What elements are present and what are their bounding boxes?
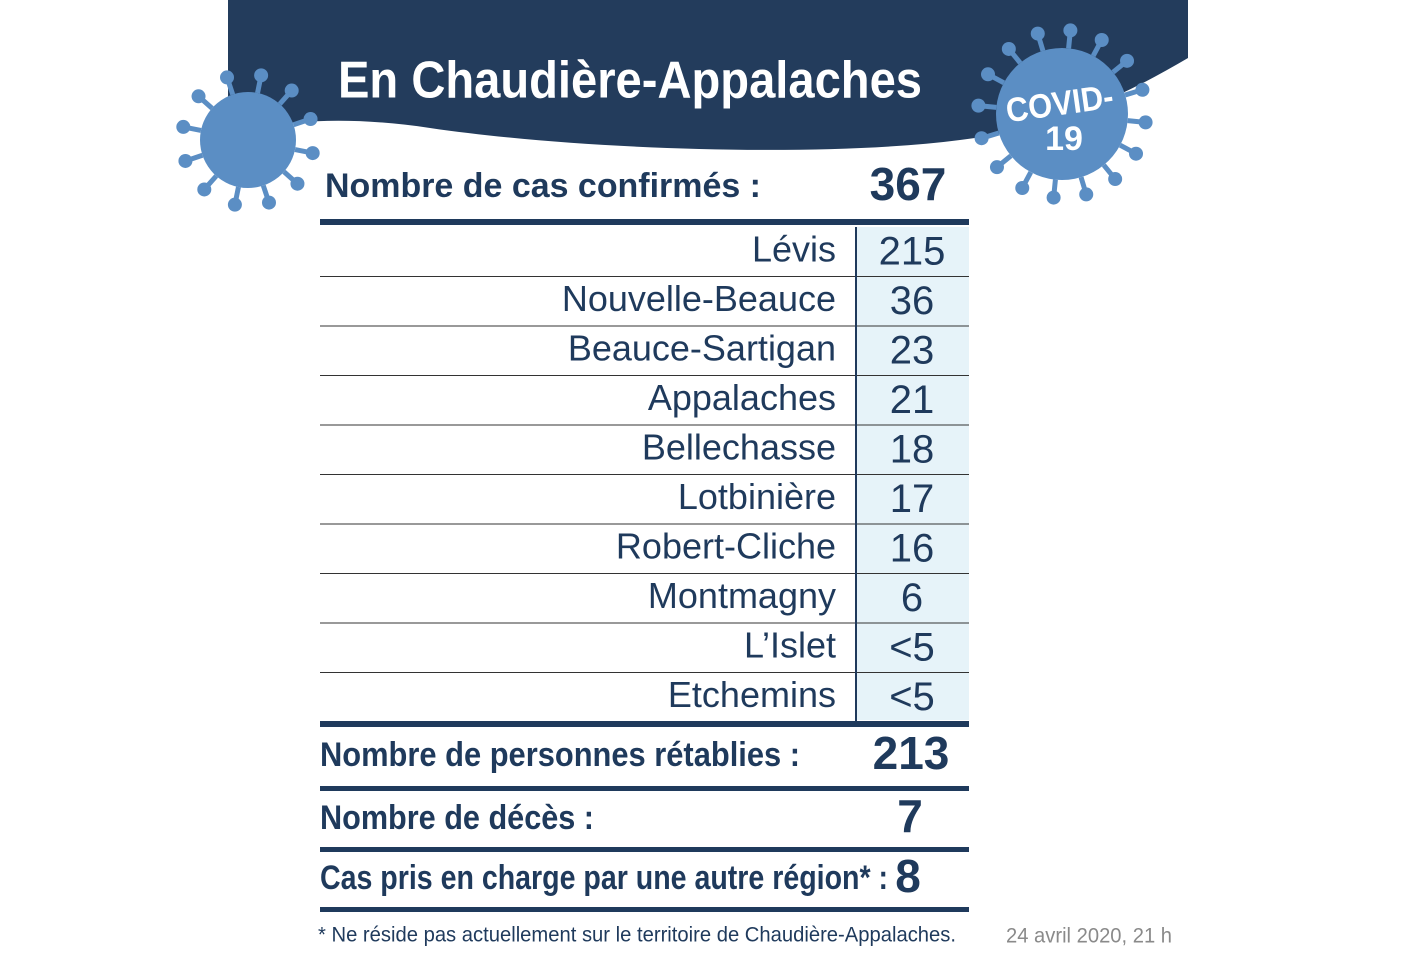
region-table: Lévis 215 Nouvelle-Beauce 36 Beauce-Sartigan… xyxy=(320,227,969,722)
region-value: 16 xyxy=(890,526,935,570)
virus-knob xyxy=(1108,172,1123,187)
region-name: Robert-Cliche xyxy=(616,525,836,566)
recovered-label: Nombre de personnes rétablies : xyxy=(320,736,800,774)
virus-knob xyxy=(1030,26,1045,41)
value-column-bg xyxy=(857,227,969,720)
confirmed-value: 367 xyxy=(870,158,947,210)
virus-knob xyxy=(971,98,986,113)
deaths-value: 7 xyxy=(897,790,923,842)
virus-knob xyxy=(290,176,305,191)
region-value: 21 xyxy=(890,378,935,422)
virus-knob xyxy=(1079,187,1094,202)
virus-knob xyxy=(261,195,276,210)
rule xyxy=(320,907,969,912)
region-value: 18 xyxy=(890,427,935,471)
virus-knob xyxy=(176,119,191,134)
virus-knob xyxy=(305,146,320,161)
region-name: Lévis xyxy=(752,228,836,269)
virus-knob xyxy=(227,197,242,212)
rule xyxy=(320,219,969,225)
virus-knob xyxy=(197,182,212,197)
rule xyxy=(320,721,969,727)
recovered-value: 213 xyxy=(873,727,950,779)
header-band xyxy=(228,0,1188,150)
region-value: <5 xyxy=(889,675,935,719)
virus-knob xyxy=(1135,82,1150,97)
virus-body xyxy=(996,48,1128,180)
virus-body xyxy=(200,92,296,188)
virus-knob xyxy=(980,67,995,82)
region-name: L’Islet xyxy=(744,624,836,665)
region-value: <5 xyxy=(889,625,935,669)
other-region-label: Cas pris en charge par une autre région*… xyxy=(320,859,888,897)
virus-knob xyxy=(303,112,318,127)
region-name: Etchemins xyxy=(668,674,836,715)
virus-knob xyxy=(254,68,269,83)
virus-knob xyxy=(974,131,989,146)
virus-decorations xyxy=(176,23,1153,212)
region-name: Nouvelle-Beauce xyxy=(562,278,836,319)
rule xyxy=(320,847,969,852)
virus-knob xyxy=(1063,23,1078,38)
virus-knob xyxy=(1129,146,1144,161)
date: 24 avril 2020, 21 h xyxy=(1006,925,1172,948)
region-value: 23 xyxy=(890,328,935,372)
region-value: 17 xyxy=(890,477,935,521)
virus-knob xyxy=(989,160,1004,175)
virus-knob xyxy=(191,89,206,104)
badge-line2: 19 xyxy=(1045,120,1083,158)
deaths-label: Nombre de décès : xyxy=(320,799,594,837)
virus-knob xyxy=(1001,41,1016,56)
region-value: 215 xyxy=(879,229,946,273)
footnote: * Ne réside pas actuellement sur le terr… xyxy=(318,924,956,947)
virus-knob xyxy=(220,70,235,85)
other-region-value: 8 xyxy=(895,850,921,902)
virus-knob xyxy=(178,153,193,168)
virus-knob xyxy=(1094,32,1109,47)
region-name: Bellechasse xyxy=(642,426,836,467)
virus-knob xyxy=(1138,115,1153,130)
title: En Chaudière-Appalaches xyxy=(338,52,922,110)
region-name: Montmagny xyxy=(648,575,836,616)
rule xyxy=(320,786,969,791)
virus-knob xyxy=(1015,181,1030,196)
virus-knob xyxy=(1046,190,1061,205)
region-value: 36 xyxy=(890,279,935,323)
virus-knob xyxy=(284,83,299,98)
confirmed-label: Nombre de cas confirmés : xyxy=(325,167,761,205)
region-name: Appalaches xyxy=(648,377,836,418)
region-value: 6 xyxy=(901,576,923,620)
region-name: Beauce-Sartigan xyxy=(568,327,836,368)
region-name: Lotbinière xyxy=(678,476,836,517)
virus-knob xyxy=(1120,53,1135,68)
